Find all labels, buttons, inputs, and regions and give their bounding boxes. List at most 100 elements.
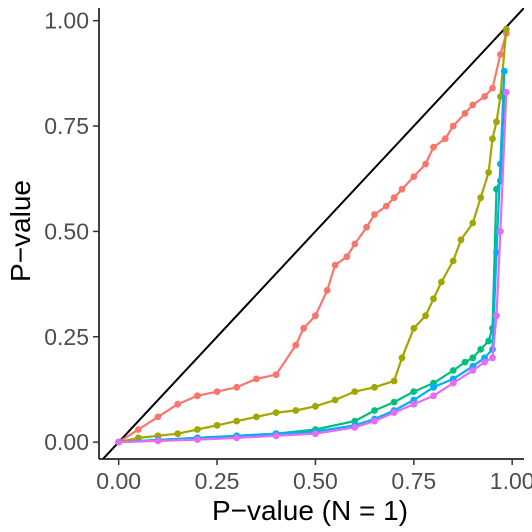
y-tick-label: 1.00 bbox=[44, 8, 89, 34]
series-5-point bbox=[410, 400, 418, 408]
series-1-point bbox=[481, 93, 488, 100]
series-1-point bbox=[194, 392, 201, 400]
series-2-point bbox=[174, 430, 182, 438]
series-1-point bbox=[371, 211, 378, 218]
series-2-point bbox=[457, 236, 465, 244]
series-5-point bbox=[312, 430, 319, 438]
series-1-point bbox=[331, 261, 339, 269]
series-5-line bbox=[118, 92, 508, 444]
series-3-point bbox=[449, 367, 457, 374]
series-5-point bbox=[115, 438, 123, 446]
series-2-point bbox=[371, 383, 378, 391]
series-5-point bbox=[497, 228, 504, 235]
x-tick-label: 0.25 bbox=[195, 468, 240, 494]
ticks-layer: 0.00 0.25 0.50 0.75 1.00 0.00 0.25 0.50 0.75 1.00 bbox=[44, 8, 532, 494]
series-2-point bbox=[312, 402, 319, 410]
series-2-point bbox=[469, 219, 477, 227]
series-3-point bbox=[469, 354, 477, 362]
series-5-point bbox=[502, 88, 510, 96]
y-tick-label: 0.50 bbox=[44, 218, 89, 244]
series-1-point bbox=[489, 84, 496, 92]
x-tick-label: 0.00 bbox=[96, 468, 141, 494]
series-4-point bbox=[430, 383, 437, 391]
series-5-point bbox=[272, 432, 280, 440]
series-1-point bbox=[300, 324, 307, 332]
y-tick-label: 0.25 bbox=[44, 324, 89, 350]
series-2-point bbox=[213, 421, 221, 429]
x-tick-label: 1.00 bbox=[490, 468, 532, 494]
plot-area bbox=[99, 8, 524, 459]
series-1-point bbox=[312, 312, 319, 320]
series-1-point bbox=[253, 375, 260, 383]
series-5-point bbox=[481, 358, 488, 366]
series-1-point bbox=[390, 194, 398, 202]
axes-layer bbox=[98, 8, 524, 460]
series-1-point bbox=[410, 173, 418, 181]
series-1-point bbox=[323, 287, 331, 294]
series-2-point bbox=[493, 118, 500, 126]
series-1-point bbox=[154, 413, 162, 421]
series-2-point bbox=[398, 354, 406, 362]
series-5-point bbox=[390, 409, 398, 416]
series-5-point bbox=[233, 434, 241, 442]
series-2-point bbox=[489, 135, 496, 143]
series-3-point bbox=[371, 407, 378, 414]
series-1-point bbox=[441, 135, 449, 143]
series-5-point bbox=[493, 312, 500, 320]
series-3-point bbox=[410, 388, 418, 395]
series-5-point bbox=[449, 379, 457, 387]
series-1-point bbox=[351, 240, 359, 248]
series-1-point bbox=[292, 341, 300, 349]
series-1-point bbox=[363, 223, 370, 231]
series-5-point bbox=[154, 437, 162, 445]
series-2-point bbox=[477, 194, 485, 202]
series-4-line bbox=[118, 71, 506, 444]
series-2-point bbox=[449, 257, 457, 265]
series-2-point bbox=[502, 25, 510, 33]
series-5-point bbox=[430, 392, 437, 400]
y-tick-label: 0.75 bbox=[44, 113, 89, 139]
series-2-point bbox=[253, 413, 260, 421]
series-5-point bbox=[371, 417, 378, 425]
series-2-point bbox=[422, 312, 429, 320]
series-2-point bbox=[331, 396, 339, 404]
series-3-point bbox=[461, 358, 469, 366]
x-tick-label: 0.50 bbox=[293, 468, 338, 494]
reference-diagonal-line bbox=[101, 8, 524, 459]
x-axis-title: P−value (N = 1) bbox=[212, 495, 408, 526]
series-1-point bbox=[449, 122, 457, 130]
series-2-point bbox=[272, 409, 280, 416]
series-2-point bbox=[135, 434, 142, 442]
series-5-point bbox=[351, 424, 359, 431]
series-3-point bbox=[390, 398, 398, 406]
series-1-point bbox=[135, 426, 142, 433]
y-tick-label: 0.00 bbox=[44, 429, 89, 455]
series-5-point bbox=[194, 436, 201, 443]
series-2-point bbox=[292, 407, 300, 414]
series-1-point bbox=[497, 51, 504, 58]
series-1-point bbox=[469, 101, 477, 109]
series-layer bbox=[115, 25, 510, 446]
series-4-point bbox=[493, 249, 500, 256]
series-5 bbox=[115, 88, 510, 446]
series-1-point bbox=[422, 160, 429, 168]
series-1-point bbox=[233, 383, 241, 391]
series-2-point bbox=[194, 426, 201, 433]
series-1-point bbox=[382, 202, 390, 210]
series-1-point bbox=[213, 388, 221, 395]
series-1-point bbox=[174, 400, 182, 408]
y-axis-title: P−value bbox=[5, 180, 36, 282]
x-tick-label: 0.75 bbox=[391, 468, 436, 494]
series-3-point bbox=[477, 346, 485, 353]
series-3-point bbox=[485, 337, 492, 345]
series-2-point bbox=[438, 278, 445, 286]
series-2-point bbox=[485, 169, 492, 176]
series-2-point bbox=[351, 388, 359, 395]
series-1-point bbox=[343, 253, 351, 261]
series-2-point bbox=[233, 417, 241, 425]
series-2-point bbox=[430, 295, 437, 303]
series-1-point bbox=[398, 185, 406, 193]
series-5-point bbox=[489, 354, 496, 362]
